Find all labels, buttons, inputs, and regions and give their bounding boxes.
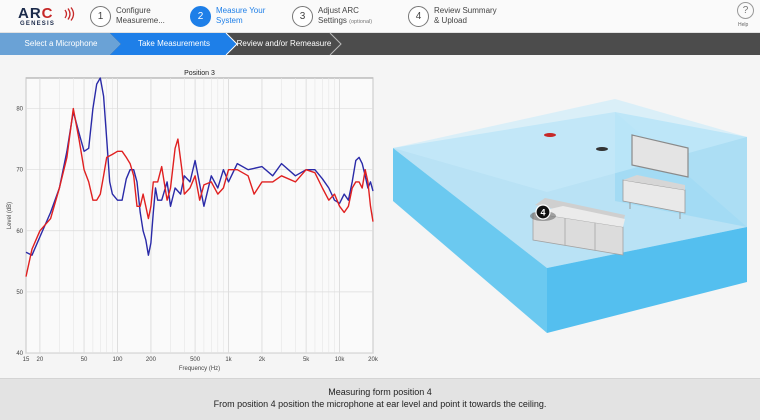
x-tick-label: 2k (259, 357, 266, 363)
arc-genesis-logo: ARC GENESIS (18, 5, 76, 29)
content-area: 15 20 50 100 200 500 1k 2k 5k 10k 20k 40 50 60 70 80 Pos… (0, 55, 760, 378)
instruction-text: From position 4 position the microphone … (213, 399, 547, 409)
step-number: 4 (408, 6, 429, 27)
logo-text: ARC (18, 5, 54, 22)
x-tick-label: 10k (335, 357, 346, 363)
series-line-2 (25, 107, 374, 277)
step-label: Review Summary & Upload (434, 6, 497, 25)
header: ARC GENESIS 1 Configure Measureme... 2 Me… (0, 0, 760, 33)
x-tick-label: 100 (112, 357, 123, 363)
y-axis-label: Level (dB) (7, 202, 13, 229)
room-front-wall (547, 227, 747, 333)
y-tick-label: 50 (16, 290, 23, 296)
y-tick-label: 80 (16, 107, 23, 113)
x-tick-label: 50 (81, 357, 88, 363)
room-diagram: 4 (393, 99, 747, 333)
x-tick-label: 200 (146, 357, 157, 363)
ceiling-speaker-red (544, 133, 556, 137)
room-ceiling (393, 99, 747, 192)
tab-label: Review and/or Remeasure (236, 39, 332, 48)
logo-subtext: GENESIS (20, 21, 56, 27)
instruction-panel: Measuring form position 4 From position … (0, 378, 760, 420)
x-tick-label: 5k (303, 357, 310, 363)
step-number: 2 (190, 6, 211, 27)
media-console-top (623, 175, 685, 190)
x-tick-label: 15 (23, 357, 30, 363)
plot-area (25, 77, 374, 354)
help-icon: ? (737, 2, 754, 19)
help-button[interactable]: ? Help (736, 2, 756, 30)
media-console (622, 179, 686, 214)
chart-title: Position 3 (184, 70, 215, 77)
measurement-tabs: Select a Microphone Take Measurements Re… (0, 33, 760, 55)
frequency-response-chart: 15 20 50 100 200 500 1k 2k 5k 10k 20k 40 50 60 70 80 Pos… (7, 70, 379, 372)
ceiling-speaker-dark (596, 147, 608, 151)
y-tick-label: 40 (16, 351, 23, 357)
tab-label: Select a Microphone (24, 39, 98, 48)
tab-select-microphone[interactable]: Select a Microphone (0, 33, 122, 55)
position-marker-label: 4 (540, 208, 545, 218)
step-label: Adjust ARC Settings (optional) (318, 6, 373, 25)
help-label: Help (738, 22, 749, 28)
room-left-wall (393, 148, 547, 333)
tv-screen (631, 134, 689, 178)
x-tick-label: 20 (37, 357, 44, 363)
x-axis-label: Frequency (Hz) (179, 366, 220, 372)
step-number: 3 (292, 6, 313, 27)
x-tick-label: 500 (190, 357, 201, 363)
position-marker (535, 204, 551, 220)
x-tick-label: 20k (368, 357, 379, 363)
tab-take-measurements[interactable]: Take Measurements (110, 33, 238, 55)
step-number: 1 (90, 6, 111, 27)
y-tick-label: 60 (16, 229, 23, 235)
step-label: Measure Your System (216, 6, 266, 25)
sofa-seat (533, 206, 625, 227)
instruction-title: Measuring form position 4 (328, 387, 432, 397)
y-tick-label: 70 (16, 168, 23, 174)
tab-label: Take Measurements (137, 39, 211, 48)
step-label: Configure Measureme... (116, 6, 165, 25)
sound-waves-icon (64, 7, 75, 21)
tab-review-remeasure[interactable]: Review and/or Remeasure (226, 33, 342, 55)
x-tick-label: 1k (225, 357, 232, 363)
